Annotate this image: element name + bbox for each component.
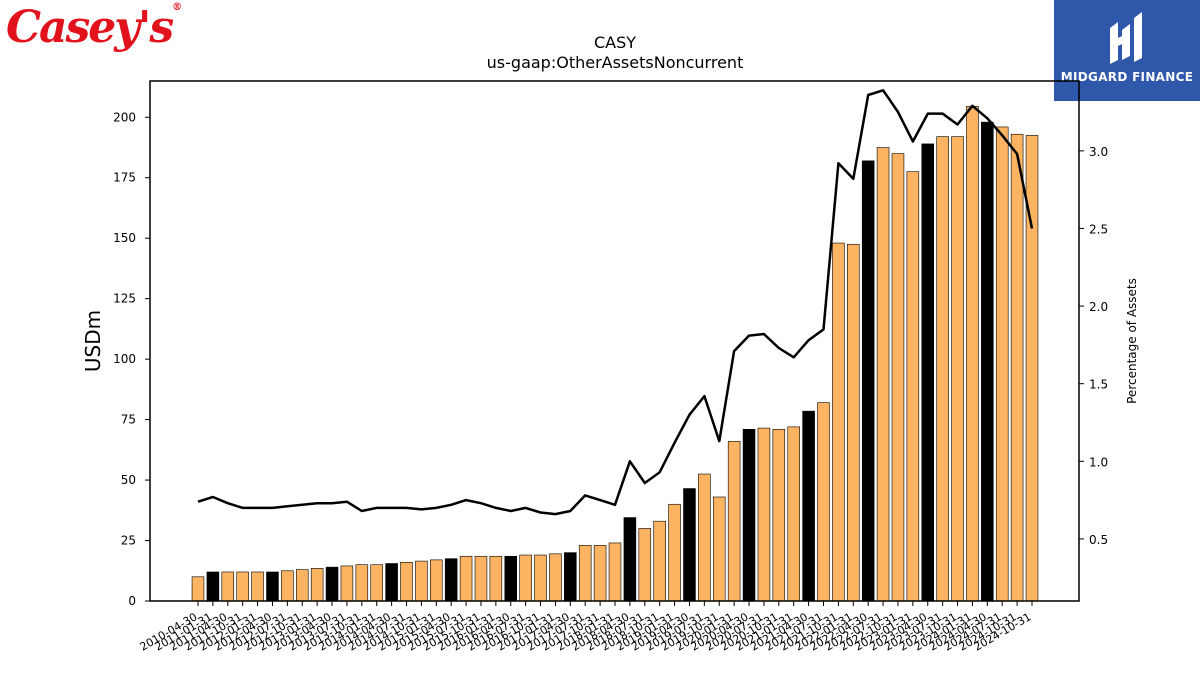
bar	[236, 571, 249, 602]
bar	[712, 496, 726, 602]
y2-tick-label: 1.5	[1089, 378, 1108, 392]
left-axis: 0 25 50 75 100 125 150 175 200	[113, 110, 150, 608]
line-series	[197, 89, 1034, 516]
bar	[817, 402, 830, 602]
bar	[936, 136, 949, 602]
y-tick-label: 100	[113, 352, 136, 366]
bar	[325, 566, 339, 602]
bar	[683, 488, 696, 602]
bar	[995, 126, 1009, 602]
bar	[876, 147, 890, 602]
bar	[847, 243, 860, 602]
bar	[489, 555, 503, 602]
y-tick-label: 0	[128, 594, 136, 608]
bar	[370, 564, 383, 602]
chart-subtitle: us-gaap:OtherAssetsNoncurrent	[487, 53, 744, 72]
bar-series	[191, 106, 1039, 602]
y2-tick-label: 3.0	[1089, 145, 1108, 159]
y-tick-label: 75	[121, 413, 136, 427]
bar	[534, 554, 547, 602]
y2-tick-label: 2.0	[1089, 300, 1108, 314]
bar	[459, 555, 473, 602]
y2-tick-label: 2.5	[1089, 222, 1108, 236]
chart-title: CASY	[594, 33, 636, 52]
bar	[340, 565, 354, 602]
bar	[906, 171, 920, 602]
bar	[772, 428, 786, 602]
y-tick-label: 175	[113, 171, 136, 185]
y2-axis-label: Percentage of Assets	[1125, 278, 1139, 404]
bar	[1010, 133, 1024, 602]
bar	[474, 555, 488, 602]
bar	[921, 143, 935, 602]
bar	[385, 563, 398, 602]
y-tick-label: 150	[113, 231, 136, 245]
bar	[266, 571, 279, 602]
bar	[757, 427, 771, 602]
y-tick-label: 50	[121, 473, 136, 487]
bar	[638, 528, 652, 602]
y-tick-label: 200	[113, 110, 136, 124]
caseys-logo-reg: ®	[172, 2, 183, 13]
bar	[564, 552, 577, 602]
bar	[191, 576, 205, 602]
bar	[415, 560, 428, 602]
bar	[310, 568, 324, 602]
midgard-brand-text: MIDGARD FINANCE	[1060, 70, 1194, 84]
bar	[608, 542, 622, 602]
bar	[861, 160, 875, 602]
bar	[206, 571, 220, 602]
bar	[981, 121, 994, 602]
caseys-logo-text: Casey's	[6, 2, 174, 53]
bar	[221, 571, 235, 602]
bar	[444, 558, 458, 602]
bar	[698, 473, 711, 602]
bar	[519, 554, 532, 602]
y-axis-label: USDm	[81, 310, 105, 372]
bar	[727, 441, 741, 602]
bar	[251, 571, 264, 602]
bar	[891, 153, 905, 602]
bar	[281, 570, 294, 602]
bar	[966, 106, 979, 602]
x-axis: 2010-04-302011-01-312011-04-302011-10-31…	[138, 601, 1034, 654]
bar	[504, 555, 518, 602]
bar	[832, 242, 845, 602]
bar	[742, 428, 756, 602]
bar	[951, 136, 964, 602]
bar	[653, 520, 666, 602]
percentage-line	[197, 89, 1034, 516]
right-axis: 0.5 1.0 1.5 2.0 2.5 3.0	[1079, 145, 1108, 547]
bar	[787, 426, 800, 602]
y2-tick-label: 1.0	[1089, 455, 1108, 469]
bar	[549, 553, 562, 602]
bar	[430, 559, 443, 602]
bar	[623, 517, 637, 602]
bar	[295, 569, 309, 602]
y2-tick-label: 0.5	[1089, 533, 1108, 547]
bar	[668, 503, 681, 602]
bar	[578, 545, 592, 602]
bar	[400, 562, 413, 602]
bar	[355, 564, 369, 602]
y-tick-label: 25	[121, 534, 136, 548]
bar	[593, 545, 607, 602]
midgard-mark-icon	[1110, 12, 1142, 64]
y-tick-label: 125	[113, 292, 136, 306]
caseys-logo: Casey's®	[6, 2, 182, 53]
bar	[802, 410, 815, 602]
